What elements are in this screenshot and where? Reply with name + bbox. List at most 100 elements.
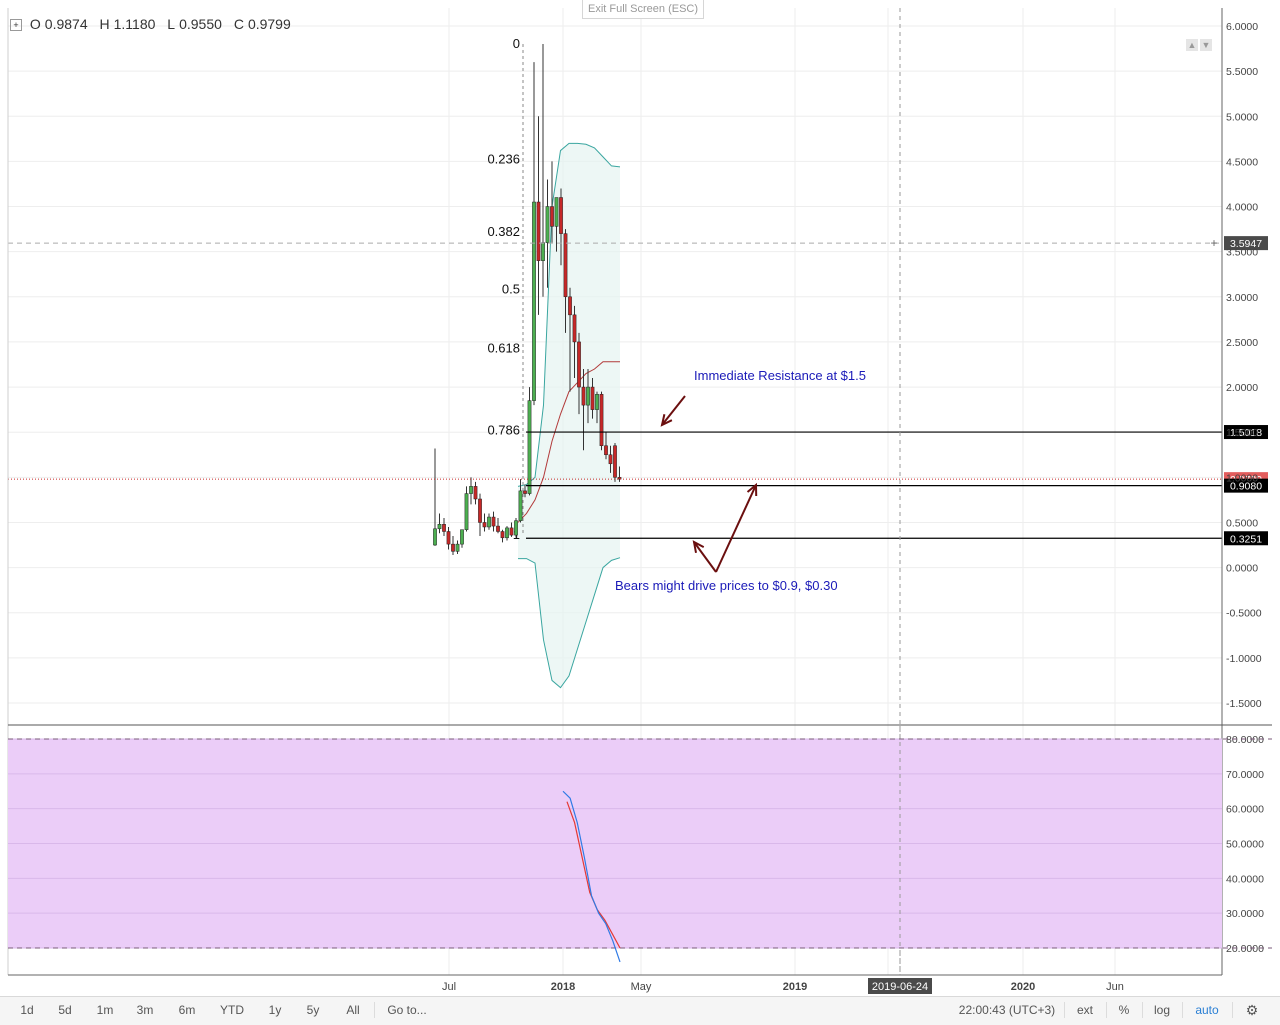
candle-body bbox=[563, 233, 568, 298]
candle-body bbox=[518, 490, 523, 521]
candle-body bbox=[509, 527, 514, 536]
candle-body bbox=[554, 197, 559, 227]
level-price-label: 1.5018 bbox=[1230, 427, 1262, 439]
price-tick-label: 4.0000 bbox=[1226, 202, 1258, 214]
auto-toggle[interactable]: auto bbox=[1195, 1003, 1219, 1017]
price-tick-label: 1.0000 bbox=[1226, 472, 1258, 484]
resistance-annotation: Immediate Resistance at $1.5 bbox=[694, 368, 866, 383]
toolbar-separator bbox=[1232, 1002, 1233, 1018]
range-1y[interactable]: 1y bbox=[268, 1003, 282, 1017]
candles bbox=[433, 44, 622, 555]
candle-body bbox=[536, 201, 541, 261]
osc-tick-label: 80.0000 bbox=[1226, 734, 1264, 746]
toolbar-separator bbox=[1142, 1002, 1143, 1018]
exit-fullscreen-button[interactable]: Exit Full Screen (ESC) bbox=[582, 0, 704, 19]
candle-body bbox=[559, 197, 563, 234]
toolbar-separator bbox=[374, 1002, 375, 1018]
range-ytd[interactable]: YTD bbox=[220, 1003, 244, 1017]
candle-body bbox=[451, 543, 455, 552]
bollinger-fill bbox=[518, 143, 620, 688]
price-tick-label: 3.0000 bbox=[1226, 292, 1258, 304]
time-tick-label: Jun bbox=[1106, 981, 1124, 993]
arrow-to-resistance-head bbox=[660, 414, 673, 427]
candle-body bbox=[550, 206, 554, 227]
candle-body bbox=[545, 206, 550, 243]
osc-tick-label: 50.0000 bbox=[1226, 839, 1264, 851]
candle-body bbox=[437, 524, 442, 530]
axes: 6.0000 5.5000 5.0000 4.5000 4.0000 3.5000 3.00… bbox=[7, 8, 1272, 994]
plus-icon: + bbox=[1210, 236, 1217, 250]
range-3m[interactable]: 3m bbox=[136, 1003, 154, 1017]
candle-body bbox=[514, 520, 518, 536]
candle-body bbox=[433, 528, 437, 546]
price-tick-label: 0.0000 bbox=[1226, 563, 1258, 575]
arrow-to-level-0325-head bbox=[692, 540, 705, 553]
price-tick-label: -1.0000 bbox=[1226, 653, 1262, 665]
candle-body bbox=[482, 522, 487, 528]
toolbar-separator bbox=[1106, 1002, 1107, 1018]
expand-icon[interactable]: + bbox=[10, 19, 22, 31]
price-tick-label: 2.0000 bbox=[1226, 382, 1258, 394]
candle-body bbox=[487, 516, 491, 528]
candle-body bbox=[473, 486, 478, 500]
fib-level-label: 0.5 bbox=[502, 282, 520, 297]
range-1d[interactable]: 1d bbox=[20, 1003, 34, 1017]
price-tick-label: 3.5000 bbox=[1226, 247, 1258, 259]
oscillator-pane: 80.0000 70.0000 60.0000 50.0000 40.0000 30.00… bbox=[8, 726, 1272, 975]
bollinger-bands bbox=[517, 142, 621, 689]
osc-tick-label: 30.0000 bbox=[1226, 908, 1264, 920]
fib-level-label: 0.382 bbox=[487, 224, 520, 239]
range-1m[interactable]: 1m bbox=[96, 1003, 114, 1017]
arrow-to-level-0325 bbox=[693, 541, 717, 573]
range-5d[interactable]: 5d bbox=[58, 1003, 72, 1017]
candle-body bbox=[527, 400, 532, 494]
price-tick-label: 5.5000 bbox=[1226, 66, 1258, 78]
arrow-to-resistance bbox=[661, 395, 686, 426]
clock-time: 22:00:43 (UTC+3) bbox=[958, 1003, 1056, 1017]
time-tick-label: 2019 bbox=[783, 981, 807, 993]
goto-button[interactable]: Go to... bbox=[387, 1003, 427, 1017]
fib-level-label: 0 bbox=[513, 36, 520, 51]
range-6m[interactable]: 6m bbox=[178, 1003, 196, 1017]
scroll-up-icon[interactable]: ▲ bbox=[1186, 39, 1198, 51]
candle-body bbox=[590, 386, 595, 410]
level-price-label-box bbox=[1224, 425, 1268, 440]
time-tick-label: Jul bbox=[442, 981, 456, 993]
price-tick-label: 5.0000 bbox=[1226, 111, 1258, 123]
scroll-buttons: ▲ ▼ bbox=[1186, 35, 1214, 53]
gear-icon[interactable]: ⚙ bbox=[1245, 1002, 1259, 1018]
fib-level-label: 0.786 bbox=[487, 422, 520, 437]
candle-body bbox=[577, 341, 581, 388]
crosshair-date-box bbox=[868, 978, 932, 994]
candle-body bbox=[464, 493, 469, 530]
candle-body bbox=[455, 543, 460, 552]
range-5y[interactable]: 5y bbox=[306, 1003, 320, 1017]
scroll-down-icon[interactable]: ▼ bbox=[1200, 39, 1212, 51]
level-price-label-box bbox=[1224, 531, 1268, 546]
candle-body bbox=[442, 524, 446, 532]
arrow-to-level-0908 bbox=[715, 484, 757, 573]
osc-tick-label: 20.0000 bbox=[1226, 943, 1264, 955]
arrow-to-level-0908-head bbox=[746, 482, 758, 497]
candle-body bbox=[500, 531, 505, 539]
candle-body bbox=[532, 201, 536, 401]
candle-body bbox=[595, 394, 599, 410]
candle-body bbox=[617, 477, 622, 480]
candle-body bbox=[446, 531, 451, 545]
price-tick-label: 6.0000 bbox=[1226, 21, 1258, 33]
fib-level-label: 0.618 bbox=[487, 340, 520, 355]
candle-body bbox=[491, 516, 496, 527]
time-tick-label: 2018 bbox=[551, 981, 575, 993]
price-tick-label: -0.5000 bbox=[1226, 608, 1262, 620]
ext-toggle[interactable]: ext bbox=[1076, 1003, 1093, 1017]
osc-tick-label: 70.0000 bbox=[1226, 769, 1264, 781]
range-all[interactable]: All bbox=[346, 1003, 360, 1017]
high-value: H 1.1180 bbox=[99, 16, 156, 32]
level-price-label: 0.9080 bbox=[1230, 481, 1262, 493]
price-tick-label: 4.5000 bbox=[1226, 156, 1258, 168]
log-toggle[interactable]: log bbox=[1153, 1003, 1170, 1017]
percent-toggle[interactable]: % bbox=[1118, 1003, 1130, 1017]
candle-body bbox=[460, 529, 464, 545]
